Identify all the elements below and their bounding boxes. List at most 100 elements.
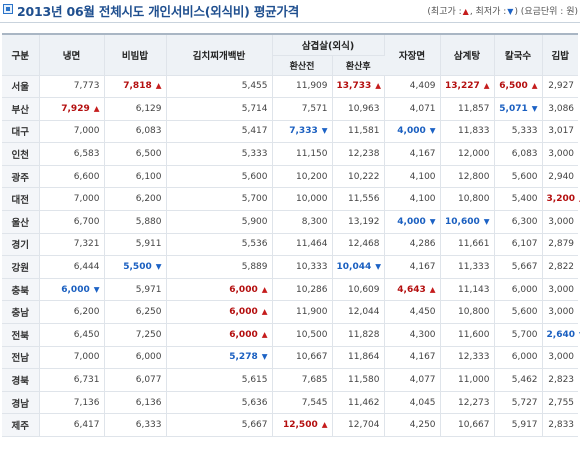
price-cell: 10,044 ▼ <box>332 255 385 279</box>
price-cell: 10,286 <box>272 278 333 302</box>
arrow-down-icon: ▼ <box>375 262 382 272</box>
price-cell: 6,583 <box>39 142 105 166</box>
price-cell: 5,417 <box>166 120 273 144</box>
price-cell: 7,818 ▲ <box>104 75 167 99</box>
price-cell: 7,321 <box>39 233 105 257</box>
price-cell: 12,273 <box>440 391 495 415</box>
table-row: 충북 6,000 ▼ 5,971 6,000 ▲ 10,286 10,609 4,643 ▲ 11,… <box>2 278 579 302</box>
price-cell: 2,755 <box>542 391 579 415</box>
page-title: 2013년 06월 전체시도 개인서비스(외식비) 평균가격 <box>17 4 300 19</box>
price-cell: 5,600 <box>166 165 273 189</box>
price-cell: 6,083 <box>104 120 167 144</box>
price-cell: 6,000 ▲ <box>166 278 273 302</box>
table-row: 경남 7,136 6,136 5,636 7,545 11,462 4,045 12,273 5… <box>2 391 579 415</box>
price-value: 10,667 <box>296 352 328 363</box>
price-value: 12,500 <box>282 420 318 431</box>
price-value: 12,000 <box>458 149 490 160</box>
price-cell: 5,536 <box>166 233 273 257</box>
price-value: 11,833 <box>458 126 490 137</box>
price-cell: 11,580 <box>332 368 385 392</box>
price-value: 6,250 <box>135 307 162 318</box>
price-value: 11,143 <box>458 284 490 295</box>
table-row: 제주 6,417 6,333 5,667 12,500 ▲ 12,704 4,250 10,66… <box>2 413 579 437</box>
price-value: 7,000 <box>73 352 100 363</box>
row-region-label: 충북 <box>2 278 40 302</box>
price-value: 6,731 <box>73 375 100 386</box>
row-region-label: 광주 <box>2 165 40 189</box>
arrow-down-icon: ▼ <box>579 330 580 339</box>
price-value: 12,704 <box>348 420 380 431</box>
price-cell: 11,143 <box>440 278 495 302</box>
price-cell: 11,864 <box>332 346 385 370</box>
price-value: 7,545 <box>301 397 328 408</box>
price-value: 7,333 <box>289 126 318 137</box>
price-cell: 6,000 <box>494 278 543 302</box>
price-cell: 4,167 <box>384 255 441 279</box>
row-region-label: 전남 <box>2 346 40 370</box>
price-value: 5,462 <box>511 375 538 386</box>
price-cell: 7,136 <box>39 391 105 415</box>
table-row: 광주 6,600 6,100 5,600 10,200 10,222 4,100 12,800… <box>2 165 579 189</box>
price-cell: 12,468 <box>332 233 385 257</box>
price-cell: 4,071 <box>384 97 441 121</box>
arrow-down-icon: ▼ <box>507 7 514 16</box>
price-value: 5,278 <box>229 352 258 363</box>
price-value: 7,136 <box>73 397 100 408</box>
price-value: 11,909 <box>296 81 328 92</box>
price-value: 5,667 <box>241 420 268 431</box>
arrow-up-icon: ▲ <box>261 284 268 294</box>
table-row: 대전 7,000 6,200 5,700 10,000 11,556 4,100 10,800… <box>2 187 580 212</box>
price-value: 10,222 <box>348 171 380 182</box>
price-value: 13,192 <box>348 216 380 227</box>
price-cell: 3,017 <box>542 120 579 144</box>
price-cell: 3,000 <box>542 346 579 370</box>
price-cell: 5,400 <box>494 187 543 212</box>
arrow-up-icon: ▲ <box>462 7 469 16</box>
price-value: 7,773 <box>73 81 100 92</box>
row-region-label: 경북 <box>2 368 40 392</box>
price-cell: 11,333 <box>440 255 495 279</box>
price-value: 6,700 <box>73 216 100 227</box>
price-value: 6,417 <box>73 420 100 431</box>
price-value: 5,600 <box>511 307 538 318</box>
price-value: 3,000 <box>548 307 575 318</box>
price-value: 10,286 <box>296 284 328 295</box>
price-cell: 6,700 <box>39 210 105 234</box>
col-header-kalguksu: 칼국수 <box>494 34 543 76</box>
price-value: 11,333 <box>458 262 490 273</box>
price-cell: 10,600 ▼ <box>440 210 495 234</box>
price-value: 6,444 <box>73 262 100 273</box>
col-header-jajangmyeon: 자장면 <box>384 34 441 76</box>
price-value: 3,000 <box>548 149 575 160</box>
price-value: 4,250 <box>409 420 436 431</box>
price-cell: 5,700 <box>494 323 543 347</box>
price-value: 5,536 <box>241 239 268 250</box>
price-value: 13,733 <box>336 81 372 92</box>
price-cell: 10,800 <box>440 300 495 325</box>
col-header-samgyetang: 삼계탕 <box>440 34 495 76</box>
price-value: 6,000 <box>229 307 258 318</box>
price-cell: 11,909 <box>272 75 333 99</box>
price-value: 10,609 <box>348 284 380 295</box>
price-cell: 7,929 ▲ <box>39 97 105 121</box>
price-cell: 12,044 <box>332 300 385 325</box>
price-cell: 5,333 <box>166 142 273 166</box>
price-value: 5,615 <box>241 375 268 386</box>
price-value: 10,044 <box>336 262 372 273</box>
price-cell: 3,200 ▲ <box>542 187 580 212</box>
price-cell: 10,200 <box>272 165 333 189</box>
price-value: 11,000 <box>458 375 490 386</box>
price-value: 6,100 <box>135 171 162 182</box>
col-header-sam-conv-before: 환산전 <box>272 55 333 76</box>
price-value: 10,333 <box>296 262 328 273</box>
price-cell: 3,000 <box>542 210 579 234</box>
legend-unit: 요금단위 : 원 <box>524 7 575 17</box>
price-value: 3,017 <box>548 126 575 137</box>
price-table-body: 서울 7,773 7,818 ▲ 5,455 11,909 13,733 ▲ 4,409 13,2… <box>2 75 580 437</box>
price-cell: 6,129 <box>104 97 167 121</box>
price-table: 구분 냉면 비빔밥 김치찌개백반 삼겹살(외식) 자장면 삼계탕 칼국수 김밥 … <box>2 33 580 437</box>
arrow-up-icon: ▲ <box>93 103 100 113</box>
price-cell: 6,200 <box>104 187 167 212</box>
price-value: 12,044 <box>348 307 380 318</box>
price-value: 4,045 <box>409 397 436 408</box>
